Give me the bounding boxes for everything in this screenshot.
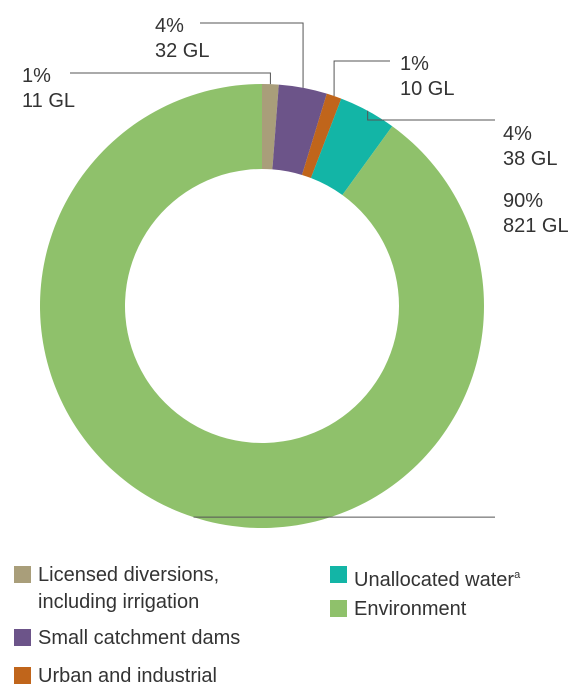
donut-segment: [310, 98, 393, 196]
legend-text: Unallocated watera: [354, 562, 520, 594]
donut-segment: [39, 84, 484, 528]
percentage-label: 4%: [503, 123, 532, 145]
donut-segment: [262, 84, 279, 170]
percentage-label: 4%: [155, 15, 184, 37]
value-label: 32 GL: [155, 40, 209, 62]
value-label: 11 GL: [22, 90, 75, 112]
leader-line: [367, 110, 495, 121]
footnote-mark: a: [514, 569, 521, 581]
leader-line: [333, 60, 390, 97]
percentage-label: 90%: [503, 190, 543, 212]
donut-segment: [301, 93, 342, 179]
leader-line: [200, 22, 304, 88]
legend-swatch: [14, 566, 31, 583]
percentage-label: 1%: [22, 65, 51, 87]
legend-text: Urban and industrial: [38, 663, 217, 690]
legend-text: Small catchment dams: [38, 625, 240, 652]
legend-swatch: [14, 629, 31, 646]
value-label: 821 GL: [503, 215, 569, 237]
legend-label: Licensed diversions, including irrigatio…: [38, 564, 220, 613]
legend-label: Small catchment dams: [38, 627, 241, 649]
legend-item: Unallocated watera: [330, 562, 580, 594]
chart: 1% 11 GL 4% 32 GL 1% 10 GL 4% 38 GL 90% 821 GL: [22, 15, 569, 528]
legend-item: Small catchment dams: [14, 625, 334, 652]
legend-swatch: [14, 667, 31, 684]
legend-label: Unallocated water: [354, 569, 515, 591]
legend-item: Licensed diversions, including irrigatio…: [14, 562, 284, 616]
donut-segment: [272, 84, 327, 175]
leader-line: [70, 72, 271, 85]
legend-swatch: [330, 600, 347, 617]
percentage-label: 1%: [400, 53, 429, 75]
legend-item: Environment: [330, 596, 580, 623]
legend-swatch: [330, 566, 347, 583]
legend-item: Urban and industrial: [14, 663, 334, 690]
legend-text: Environment: [354, 596, 466, 623]
legend-text: Licensed diversions, including irrigatio…: [38, 562, 284, 616]
legend-label: Environment: [354, 598, 467, 620]
value-label: 10 GL: [400, 78, 454, 100]
value-label: 38 GL: [503, 148, 557, 170]
legend-label: Urban and industrial: [38, 665, 217, 687]
